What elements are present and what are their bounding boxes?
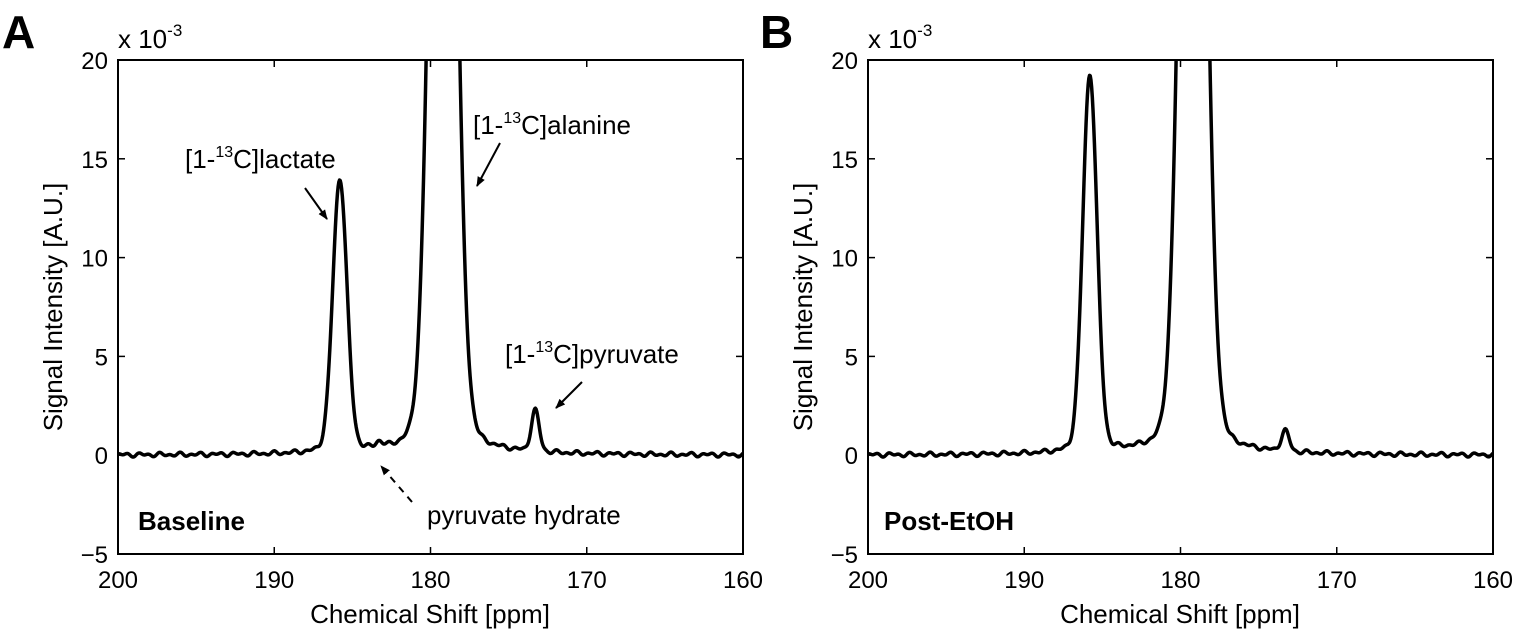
- plot-frame-a: [117, 59, 744, 555]
- ticks-a: 200 190 180 170 160 −5 0 5 10 15 20: [81, 48, 763, 594]
- y-multiplier-b: x 10-3: [868, 21, 932, 54]
- panel-label-a: A: [2, 6, 35, 58]
- x-tick-label-a: 190: [254, 567, 294, 594]
- y-tick-label-b: 0: [845, 443, 858, 470]
- x-tick-label-b: 170: [1317, 567, 1357, 594]
- annotation-alanine: [1-13C]alanine: [473, 110, 631, 140]
- arrow-alanine: [476, 142, 501, 187]
- spectrum-line-a: [118, 60, 743, 459]
- y-axis-label-b: Signal Intensity [A.U.]: [788, 183, 818, 432]
- y-multiplier-a: x 10-3: [118, 21, 182, 54]
- x-tick-label-a: 180: [410, 567, 450, 594]
- plot-frame-b: [867, 59, 1494, 555]
- y-tick-label-a: 15: [81, 147, 108, 174]
- spectrum-line-b: [868, 60, 1493, 459]
- panel-b: B x 10-3 200 190 180 170 160 −5 0 5 10 15 20 Chemi…: [760, 6, 1513, 629]
- panel-a: A x 10-3 200 190 180 170 160 −5 0 5 10 15 20 Chemi…: [2, 6, 763, 629]
- x-tick-label-a: 170: [567, 567, 607, 594]
- arrow-pyruvate: [555, 381, 583, 409]
- y-tick-label-b: −5: [831, 542, 858, 569]
- ticks-b: 200 190 180 170 160 −5 0 5 10 15 20: [831, 48, 1513, 594]
- x-tick-label-b: 200: [848, 567, 888, 594]
- x-tick-label-b: 180: [1160, 567, 1200, 594]
- x-tick-label-b: 190: [1004, 567, 1044, 594]
- panel-label-b: B: [760, 6, 793, 58]
- y-tick-label-b: 20: [831, 48, 858, 75]
- x-tick-label-a: 200: [98, 567, 138, 594]
- arrow-pyruvate-hydrate: [380, 465, 413, 503]
- y-tick-label-b: 15: [831, 147, 858, 174]
- x-tick-label-a: 160: [723, 567, 763, 594]
- y-tick-label-a: 5: [95, 344, 108, 371]
- annotation-pyruvate: [1-13C]pyruvate: [505, 339, 679, 369]
- y-tick-label-b: 10: [831, 246, 858, 273]
- x-axis-label-b: Chemical Shift [ppm]: [1060, 599, 1300, 629]
- x-axis-label-a: Chemical Shift [ppm]: [310, 599, 550, 629]
- y-tick-label-a: 20: [81, 48, 108, 75]
- y-tick-label-a: 10: [81, 246, 108, 273]
- arrow-lactate: [304, 187, 328, 220]
- y-tick-label-a: −5: [81, 542, 108, 569]
- y-axis-label-a: Signal Intensity [A.U.]: [38, 183, 68, 432]
- annotation-pyruvate-hydrate: pyruvate hydrate: [427, 500, 621, 530]
- condition-label-b: Post-EtOH: [884, 506, 1014, 536]
- x-tick-label-b: 160: [1473, 567, 1513, 594]
- annotation-lactate: [1-13C]lactate: [185, 144, 336, 174]
- y-tick-label-b: 5: [845, 344, 858, 371]
- condition-label-a: Baseline: [138, 506, 245, 536]
- y-tick-label-a: 0: [95, 443, 108, 470]
